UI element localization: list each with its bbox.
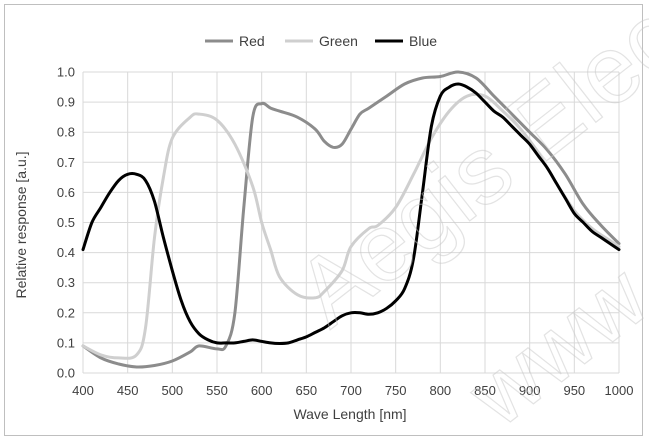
y-tick-label: 0.4 (57, 245, 75, 260)
x-tick-label: 950 (563, 383, 585, 398)
x-tick-label: 900 (519, 383, 541, 398)
x-tick-label: 500 (161, 383, 183, 398)
y-tick-label: 0.3 (57, 275, 75, 290)
series-line-blue (81, 82, 621, 345)
x-tick-label: 800 (429, 383, 451, 398)
x-tick-label: 600 (251, 383, 273, 398)
legend-label-green: Green (319, 33, 358, 49)
series-line-red (81, 70, 621, 369)
y-tick-label: 0.1 (57, 335, 75, 350)
x-axis-label: Wave Length [nm] (293, 406, 406, 422)
x-tick-label: 550 (206, 383, 228, 398)
y-tick-label: 0.6 (57, 185, 75, 200)
y-tick-label: 0.5 (57, 215, 75, 230)
legend: Red Green Blue (205, 33, 437, 49)
x-tick-label: 1000 (605, 383, 634, 398)
x-tick-label: 650 (295, 383, 317, 398)
series-line-green (81, 92, 621, 360)
x-tick-label: 450 (117, 383, 139, 398)
y-tick-label: 0.0 (57, 366, 75, 381)
legend-label-blue: Blue (409, 33, 437, 49)
series-lines (81, 70, 621, 369)
y-tick-label: 0.7 (57, 155, 75, 170)
y-tick-label: 0.2 (57, 305, 75, 320)
x-tick-label: 850 (474, 383, 496, 398)
y-tick-label: 1.0 (57, 65, 75, 80)
watermark: Aegis Electr www.aeg (276, 0, 649, 443)
y-axis-ticks: 0.0 0.1 0.2 0.3 0.4 0.5 0.6 0.7 0.8 0.9 1.0 (57, 65, 75, 381)
x-tick-label: 700 (340, 383, 362, 398)
y-axis-label: Relative response [a.u.] (13, 151, 29, 298)
legend-label-red: Red (239, 33, 265, 49)
x-axis-ticks: 400 450 500 550 600 650 700 750 800 850 900 950 1000 (72, 383, 633, 398)
x-tick-label: 750 (385, 383, 407, 398)
x-tick-label: 400 (72, 383, 94, 398)
y-tick-label: 0.8 (57, 125, 75, 140)
gridlines (82, 71, 620, 374)
chart-frame (4, 4, 643, 436)
y-tick-label: 0.9 (57, 95, 75, 110)
